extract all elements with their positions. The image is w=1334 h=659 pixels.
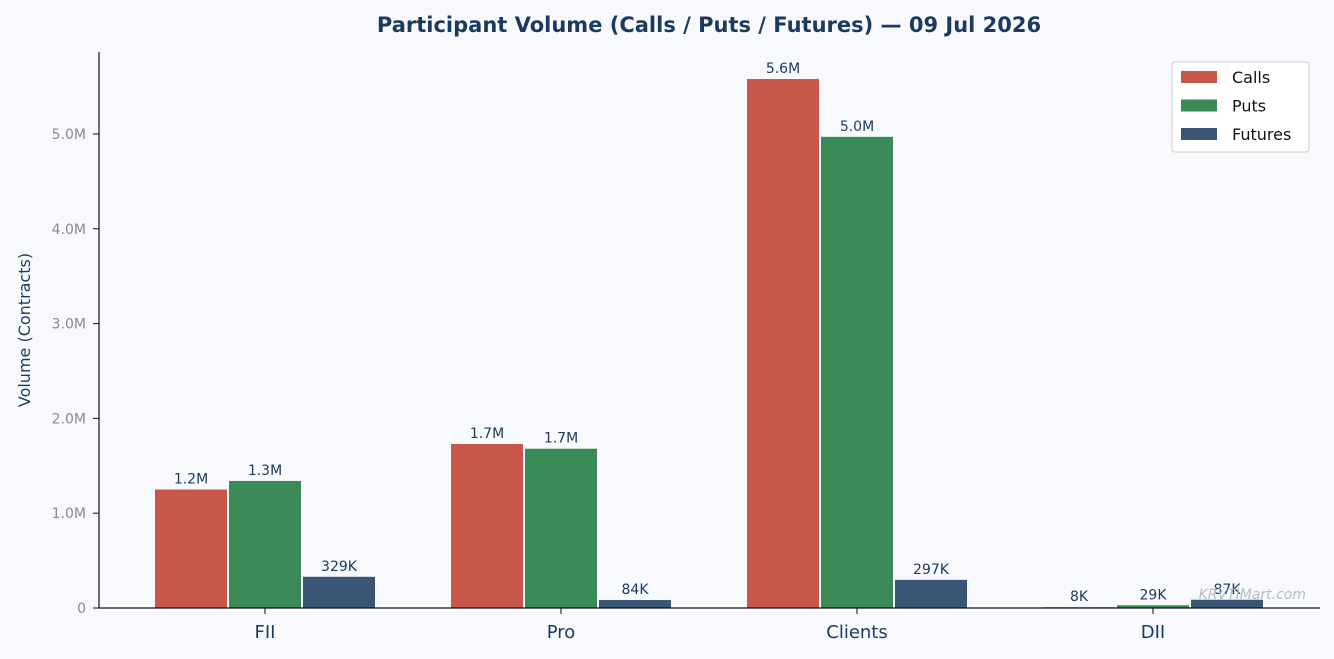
y-tick-label: 3.0M bbox=[52, 317, 86, 333]
data-label: 5.6M bbox=[766, 61, 800, 77]
bar-futures-dii bbox=[1191, 599, 1263, 608]
data-labels: 1.2M 1.3M 329K 1.7M 1.7M 84K 5.6M 5.0M 297K 8K 29K… bbox=[174, 61, 1241, 605]
x-tick-label: DII bbox=[1141, 622, 1165, 643]
data-label: 329K bbox=[321, 559, 358, 575]
legend-swatch-calls bbox=[1181, 71, 1217, 83]
bars bbox=[155, 79, 1263, 609]
x-tick-label: Clients bbox=[826, 622, 888, 643]
legend-swatch-puts bbox=[1181, 99, 1217, 112]
bar-calls-fii bbox=[155, 489, 227, 608]
data-label: 1.3M bbox=[248, 463, 282, 479]
data-label: 87K bbox=[1214, 582, 1242, 598]
y-axis-ticks: 0 1.0M 2.0M 3.0M 4.0M 5.0M bbox=[52, 127, 99, 617]
data-label: 84K bbox=[622, 582, 650, 598]
y-tick-label: 4.0M bbox=[52, 222, 86, 238]
data-label: 5.0M bbox=[840, 119, 874, 135]
y-tick-label: 2.0M bbox=[52, 411, 86, 427]
legend-swatch-futures bbox=[1181, 128, 1217, 140]
bar-puts-clients bbox=[821, 136, 893, 608]
data-label: 1.7M bbox=[470, 426, 504, 442]
x-axis-ticks: FII Pro Clients DII bbox=[255, 608, 1165, 643]
bar-puts-fii bbox=[229, 480, 301, 608]
bar-puts-dii bbox=[1117, 605, 1189, 608]
legend-label-calls: Calls bbox=[1232, 68, 1270, 87]
legend-label-puts: Puts bbox=[1232, 97, 1266, 116]
y-tick-label: 5.0M bbox=[52, 127, 86, 143]
data-label: 8K bbox=[1070, 589, 1089, 605]
bar-calls-pro bbox=[451, 443, 523, 608]
bar-puts-pro bbox=[525, 448, 597, 608]
bar-calls-clients bbox=[747, 79, 819, 609]
y-tick-label: 1.0M bbox=[52, 506, 86, 522]
y-axis-label: Volume (Contracts) bbox=[15, 253, 34, 407]
y-tick-label: 0 bbox=[77, 601, 86, 617]
legend-label-futures: Futures bbox=[1232, 125, 1291, 144]
bar-futures-clients bbox=[895, 579, 967, 608]
data-label: 1.2M bbox=[174, 472, 208, 488]
data-label: 29K bbox=[1140, 587, 1168, 603]
x-tick-label: Pro bbox=[547, 622, 576, 643]
watermark: KRVTIMart.com bbox=[1199, 587, 1306, 603]
data-label: 1.7M bbox=[544, 431, 578, 447]
chart-title: Participant Volume (Calls / Puts / Futur… bbox=[377, 13, 1041, 37]
x-tick-label: FII bbox=[255, 622, 276, 643]
bar-futures-pro bbox=[599, 600, 671, 608]
bar-futures-fii bbox=[303, 576, 375, 608]
legend: Calls Puts Futures bbox=[1171, 61, 1310, 153]
data-label: 297K bbox=[913, 562, 950, 578]
